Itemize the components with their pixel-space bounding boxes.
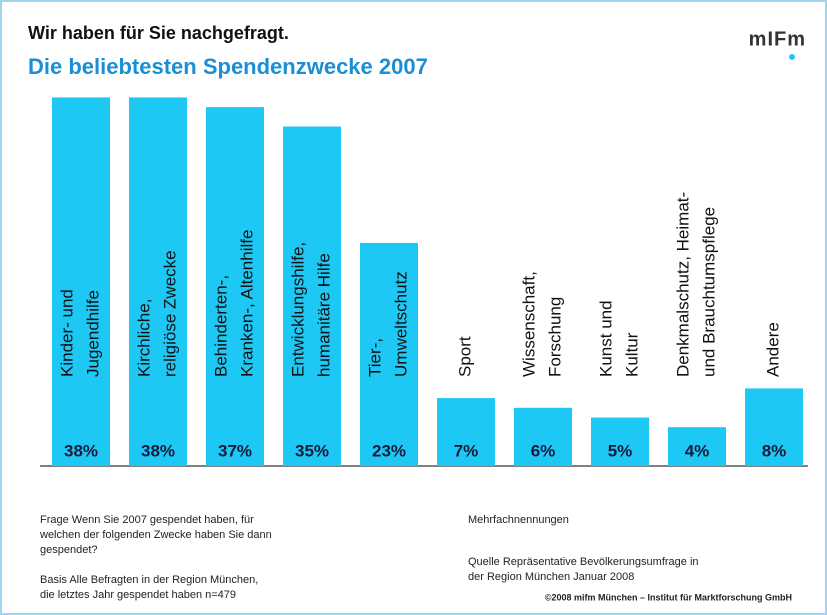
category-label: und Brauchtumspflege	[699, 207, 718, 377]
footnote: Quelle Repräsentative Bevölkerungsumfrag…	[468, 556, 699, 568]
value-label: 38%	[141, 441, 175, 460]
category-label: Kinder- und	[57, 289, 76, 377]
value-label: 7%	[454, 441, 479, 460]
footnote: welchen der folgenden Zwecke haben Sie d…	[39, 529, 272, 541]
copyright: ©2008 mifm München – Institut für Marktf…	[545, 592, 792, 602]
category-label: Tier-,	[365, 338, 384, 377]
category-label: Jugendhilfe	[83, 290, 102, 377]
footnote: Frage Wenn Sie 2007 gespendet haben, für	[40, 514, 254, 526]
footnote: der Region München Januar 2008	[468, 571, 634, 583]
category-label: Entwicklungshilfe,	[288, 242, 307, 377]
logo-dot	[789, 54, 795, 60]
footnote: Mehrfachnennungen	[468, 514, 569, 526]
category-label: Kultur	[622, 332, 641, 377]
category-label: Denkmalschutz, Heimat-	[673, 192, 692, 377]
category-label: religiöse Zwecke	[160, 250, 179, 377]
value-label: 8%	[762, 441, 787, 460]
category-label: Kranken-, Altenhilfe	[237, 230, 256, 377]
chart-title: Wir haben für Sie nachgefragt.	[28, 23, 289, 43]
value-label: 23%	[372, 441, 406, 460]
value-label: 4%	[685, 441, 710, 460]
category-label: Umweltschutz	[391, 271, 410, 377]
category-label: Sport	[455, 336, 474, 377]
category-label: Forschung	[545, 297, 564, 377]
category-label: Andere	[763, 322, 782, 377]
category-label: Behinderten-,	[211, 275, 230, 377]
chart-subtitle: Die beliebtesten Spendenzwecke 2007	[28, 54, 428, 79]
category-label: humanitäre Hilfe	[314, 253, 333, 377]
bar	[514, 407, 572, 466]
footnote: gespendet?	[40, 544, 98, 556]
footnote: Basis Alle Befragten in der Region Münch…	[40, 574, 258, 586]
logo: mIFm	[749, 28, 806, 50]
bar	[745, 388, 803, 466]
bar	[668, 427, 726, 466]
bar	[591, 417, 649, 466]
bar	[283, 126, 341, 466]
bar	[360, 242, 418, 466]
footnote: die letztes Jahr gespendet haben n=479	[40, 589, 236, 601]
category-label: Wissenschaft,	[519, 271, 538, 377]
bar	[206, 107, 264, 466]
category-label: Kirchliche,	[134, 299, 153, 377]
bar	[437, 398, 495, 466]
value-label: 37%	[218, 441, 252, 460]
bar	[52, 97, 110, 467]
value-label: 5%	[608, 441, 633, 460]
value-label: 38%	[64, 441, 98, 460]
bar	[129, 97, 187, 467]
value-label: 6%	[531, 441, 556, 460]
category-label: Kunst und	[596, 300, 615, 377]
value-label: 35%	[295, 441, 329, 460]
